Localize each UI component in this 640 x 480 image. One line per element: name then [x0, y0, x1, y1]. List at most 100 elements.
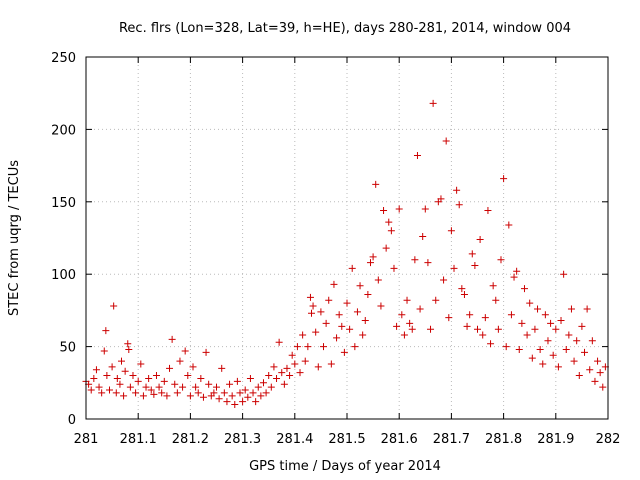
data-point-marker — [567, 305, 575, 313]
data-point-marker — [427, 325, 435, 333]
x-tick-label: 281.2 — [172, 432, 209, 447]
y-tick-label: 200 — [51, 123, 76, 138]
data-point-marker — [484, 206, 492, 214]
data-point-marker — [338, 322, 346, 330]
data-point-marker — [356, 282, 364, 290]
data-point-marker — [121, 367, 129, 375]
data-point-marker — [466, 311, 474, 319]
data-point-marker — [539, 360, 547, 368]
data-point-marker — [458, 285, 466, 293]
data-point-marker — [476, 235, 484, 243]
data-point-marker — [108, 363, 116, 371]
data-point-marker — [549, 351, 557, 359]
data-point-marker — [233, 377, 241, 385]
data-point-marker — [398, 311, 406, 319]
data-point-marker — [288, 351, 296, 359]
data-point-marker — [502, 343, 510, 351]
data-point-marker — [166, 364, 174, 372]
x-tick-label: 281.4 — [276, 432, 313, 447]
data-point-marker — [573, 337, 581, 345]
data-point-marker — [557, 317, 565, 325]
x-tick-label: 281.7 — [433, 432, 470, 447]
data-point-marker — [487, 340, 495, 348]
data-point-marker — [445, 314, 453, 322]
data-point-marker — [463, 322, 471, 330]
data-point-marker — [132, 389, 140, 397]
x-tick-label: 281.1 — [120, 432, 157, 447]
data-point-marker — [186, 392, 194, 400]
data-point-marker — [259, 379, 267, 387]
data-point-marker — [406, 319, 414, 327]
data-point-marker — [110, 302, 118, 310]
data-point-marker — [125, 345, 133, 353]
data-point-marker — [468, 250, 476, 258]
data-point-marker — [139, 392, 147, 400]
data-point-marker — [179, 383, 187, 391]
data-point-marker — [249, 389, 257, 397]
data-point-marker — [246, 374, 254, 382]
data-point-marker — [283, 364, 291, 372]
data-point-marker — [142, 383, 150, 391]
data-point-marker — [333, 334, 341, 342]
data-point-marker — [228, 392, 236, 400]
data-point-marker — [98, 389, 106, 397]
data-point-marker — [528, 354, 536, 362]
data-point-marker — [403, 296, 411, 304]
data-point-marker — [322, 319, 330, 327]
data-point-marker — [541, 311, 549, 319]
data-point-marker — [497, 256, 505, 264]
data-point-marker — [453, 186, 461, 194]
data-point-marker — [199, 393, 207, 401]
data-point-marker — [129, 372, 137, 380]
data-point-marker — [273, 374, 281, 382]
data-point-marker — [158, 389, 166, 397]
data-point-marker — [312, 328, 320, 336]
data-point-marker — [562, 345, 570, 353]
data-point-marker — [335, 311, 343, 319]
x-tick-label: 281 — [74, 432, 99, 447]
data-point-marker — [314, 363, 322, 371]
y-tick-label: 150 — [51, 196, 76, 211]
data-point-marker — [416, 305, 424, 313]
data-point-marker — [364, 290, 372, 298]
data-point-marker — [385, 218, 393, 226]
data-point-marker — [236, 389, 244, 397]
data-point-marker — [113, 374, 121, 382]
data-point-marker — [124, 340, 132, 348]
data-point-marker — [306, 293, 314, 301]
data-point-marker — [591, 377, 599, 385]
data-point-marker — [280, 380, 288, 388]
data-point-marker — [239, 398, 247, 406]
data-point-marker — [437, 195, 445, 203]
data-point-marker — [348, 264, 356, 272]
data-point-marker — [325, 296, 333, 304]
data-point-marker — [374, 276, 382, 284]
data-point-marker — [95, 383, 103, 391]
data-point-marker — [460, 290, 468, 298]
data-point-marker — [270, 363, 278, 371]
data-point-marker — [369, 253, 377, 261]
data-point-marker — [147, 386, 155, 394]
data-point-marker — [226, 380, 234, 388]
data-point-marker — [293, 343, 301, 351]
data-point-marker — [351, 343, 359, 351]
data-point-marker — [173, 389, 181, 397]
data-point-marker — [252, 398, 260, 406]
data-point-marker — [586, 366, 594, 374]
data-point-marker — [471, 262, 479, 270]
data-point-marker — [244, 393, 252, 401]
data-point-marker — [515, 345, 523, 353]
data-points — [82, 99, 609, 409]
data-point-marker — [92, 366, 100, 374]
data-point-marker — [145, 374, 153, 382]
data-point-marker — [552, 325, 560, 333]
x-tick-label: 282 — [596, 432, 621, 447]
data-point-marker — [390, 264, 398, 272]
data-point-marker — [309, 302, 317, 310]
data-point-marker — [560, 270, 568, 278]
data-point-marker — [507, 311, 515, 319]
y-axis-title: STEC from uqrg / TECUs — [7, 160, 22, 316]
data-point-marker — [366, 259, 374, 267]
data-point-marker — [494, 325, 502, 333]
data-point-marker — [526, 299, 534, 307]
